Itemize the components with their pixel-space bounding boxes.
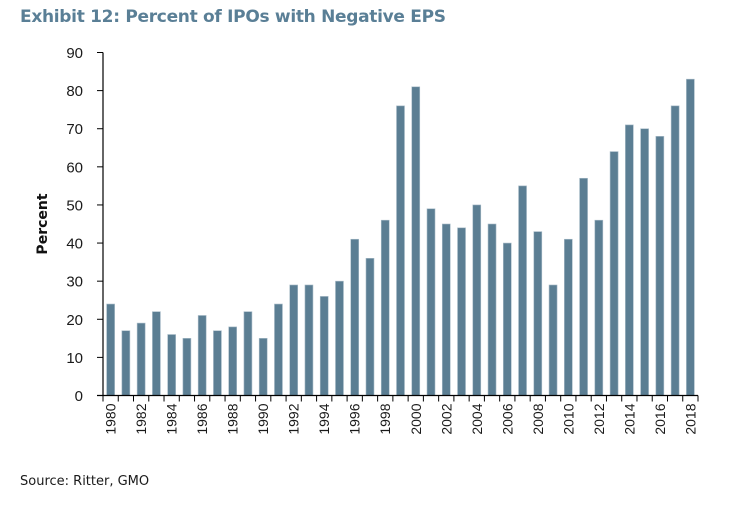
bar-1996 (350, 238, 360, 396)
bar-2018 (686, 78, 695, 396)
y-tick-label-90: 90 (66, 45, 83, 62)
x-tick-label-2016: 2016 (652, 403, 668, 434)
y-tick-label-60: 60 (66, 159, 83, 176)
x-tick-label-2004: 2004 (469, 403, 485, 434)
y-tick-label-50: 50 (66, 197, 83, 214)
bar-1993 (304, 284, 314, 396)
x-tick-label-2012: 2012 (591, 403, 607, 434)
x-tick-label-1986: 1986 (194, 403, 210, 434)
bar-1985 (182, 338, 192, 396)
y-tick-label-20: 20 (66, 312, 83, 329)
bar-1987 (213, 330, 222, 396)
x-tick-label-1988: 1988 (225, 403, 241, 434)
bar-2006 (502, 242, 512, 396)
x-tick-label-1996: 1996 (347, 403, 363, 434)
chart-title: Exhibit 12: Percent of IPOs with Negativ… (20, 7, 446, 27)
y-tick-label-30: 30 (66, 274, 83, 291)
bar-1997 (365, 257, 375, 396)
bar-1991 (274, 303, 283, 396)
x-tick-label-1982: 1982 (133, 403, 149, 434)
bar-1984 (167, 334, 176, 396)
bar-2010 (564, 238, 573, 396)
bar-2004 (472, 204, 482, 396)
source-note: Source: Ritter, GMO (20, 474, 150, 489)
x-tick-label-1994: 1994 (316, 403, 332, 434)
bar-2016 (655, 136, 665, 396)
bar-1983 (152, 311, 161, 396)
y-tick-label-40: 40 (66, 236, 83, 253)
bar-2003 (457, 227, 466, 396)
bar-1980 (106, 303, 115, 396)
bars-group (106, 78, 695, 396)
bar-2013 (609, 151, 619, 396)
y-tick-label-80: 80 (66, 83, 83, 100)
x-tick-label-2010: 2010 (560, 403, 576, 434)
bar-2002 (441, 223, 451, 396)
bar-1981 (121, 330, 131, 396)
bar-1994 (319, 296, 329, 396)
bar-2014 (625, 124, 634, 396)
bar-2009 (548, 284, 558, 396)
y-tick-label-10: 10 (66, 350, 83, 367)
bar-2015 (640, 128, 649, 396)
bar-1999 (396, 105, 405, 396)
bar-1990 (258, 338, 268, 396)
x-tick-label-1998: 1998 (377, 403, 393, 434)
x-tick-label-2000: 2000 (408, 403, 424, 434)
x-tick-label-1992: 1992 (286, 403, 302, 434)
x-tick-label-2002: 2002 (438, 403, 454, 434)
bar-2008 (533, 231, 543, 396)
x-tick-label-1980: 1980 (103, 403, 119, 434)
x-tick-label-1990: 1990 (255, 403, 271, 434)
y-tick-label-0: 0 (75, 388, 83, 405)
bar-1982 (136, 322, 146, 396)
x-tick-label-1984: 1984 (164, 403, 180, 434)
x-tick-label-2006: 2006 (499, 403, 515, 434)
y-tick-label-70: 70 (66, 121, 83, 138)
bar-2007 (518, 185, 527, 396)
bar-2011 (579, 177, 588, 396)
x-tick-label-2008: 2008 (530, 403, 546, 434)
bar-1988 (228, 326, 237, 396)
bar-2000 (411, 86, 421, 396)
x-ticks-group: 1980 1982 1984 1986 1988 1990 1992 1994 1996 1998… (102, 395, 699, 435)
bar-1992 (289, 284, 299, 396)
bar-2001 (426, 208, 436, 396)
bar-1986 (197, 315, 207, 396)
bar-2012 (594, 219, 604, 396)
bar-1998 (380, 219, 390, 396)
bar-2017 (670, 105, 680, 396)
bar-1995 (335, 280, 344, 396)
axes-group (97, 52, 698, 397)
x-tick-label-2014: 2014 (621, 403, 637, 434)
bar-1989 (243, 311, 253, 396)
bar-2005 (487, 223, 497, 396)
y-axis-label: Percent (35, 193, 51, 254)
y-ticks-group: 0 10 20 30 40 50 60 70 80 90 (66, 45, 103, 405)
x-tick-label-2018: 2018 (682, 403, 698, 434)
